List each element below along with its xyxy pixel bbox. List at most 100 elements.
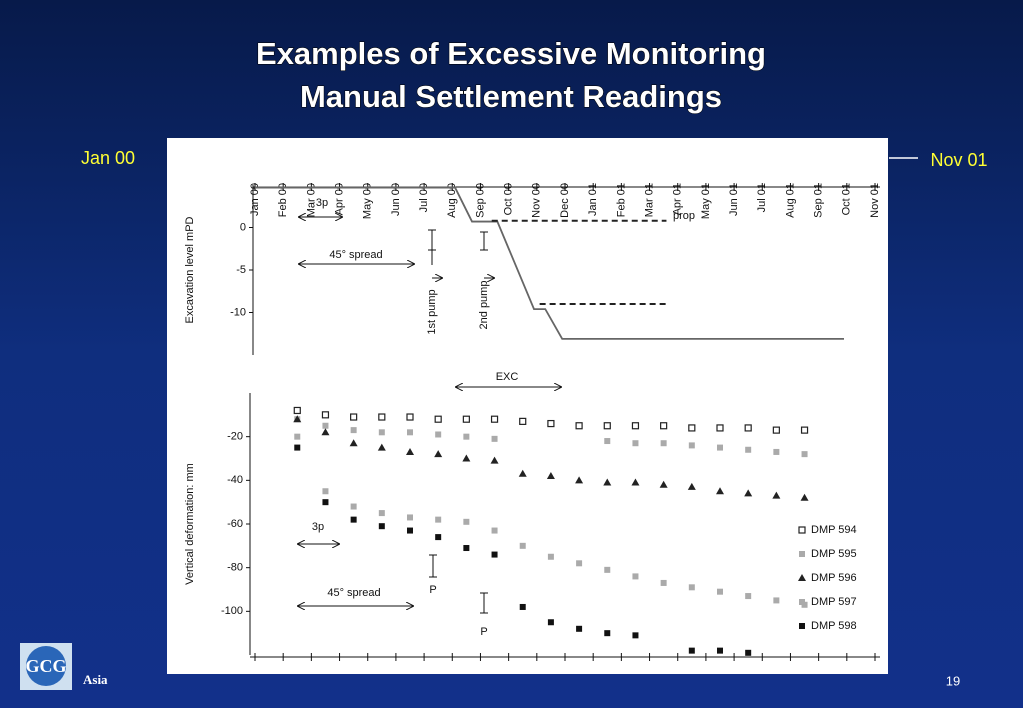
point	[350, 413, 358, 421]
series-line	[255, 186, 844, 340]
point	[350, 427, 357, 434]
legend-marker	[798, 526, 806, 534]
x-tick-label: May 01	[700, 183, 712, 219]
legend-label: DMP 594	[811, 524, 857, 536]
annotation: P	[429, 584, 436, 596]
y-tick-label: -60	[227, 518, 243, 530]
point	[717, 444, 723, 451]
point	[435, 534, 442, 541]
x-tick-label: Jul 00	[418, 183, 430, 212]
x-tick-label: Oct 01	[841, 183, 853, 215]
x-tick-label: Nov 01	[869, 183, 881, 218]
x-tick-label: Apr 01	[672, 183, 684, 215]
point	[575, 476, 584, 484]
y-tick-label: -40	[227, 474, 243, 486]
point	[491, 435, 498, 442]
point	[322, 488, 329, 495]
point	[631, 422, 640, 430]
logo-text: GCG	[25, 656, 66, 676]
point	[350, 503, 357, 510]
point	[659, 480, 668, 488]
point	[378, 523, 385, 530]
legend-label: DMP 597	[811, 596, 857, 608]
point	[406, 447, 414, 455]
point	[773, 597, 780, 604]
point	[434, 450, 443, 458]
point	[800, 493, 809, 501]
point	[632, 573, 639, 580]
x-tick-label: Jul 01	[756, 183, 768, 212]
point	[603, 478, 612, 486]
point	[660, 422, 668, 430]
y-tick-label: -10	[230, 306, 246, 318]
point	[772, 426, 780, 434]
point	[717, 588, 723, 595]
annotation: 45° spread	[327, 587, 380, 599]
point	[321, 428, 330, 436]
point	[800, 426, 809, 434]
point	[462, 415, 470, 423]
point	[491, 551, 498, 558]
point	[687, 482, 696, 490]
x-tick-label: Feb 00	[277, 183, 289, 217]
point	[604, 630, 611, 637]
x-tick-label: Apr 00	[333, 183, 345, 215]
x-tick-label: Aug 01	[784, 183, 796, 218]
point	[546, 471, 555, 479]
legend-label: DMP 596	[811, 572, 857, 584]
logo-globe	[26, 646, 66, 686]
point	[491, 527, 498, 534]
point	[744, 489, 753, 497]
point	[547, 419, 555, 428]
legend-marker	[799, 599, 805, 605]
point	[632, 632, 639, 639]
y-tick-label: -20	[227, 431, 243, 443]
legend-marker	[799, 551, 805, 557]
y-tick-label: -5	[236, 264, 246, 276]
y-tick-label: 0	[240, 221, 246, 233]
legend-marker	[799, 623, 805, 629]
point	[350, 516, 357, 523]
point	[435, 516, 442, 523]
point	[604, 438, 611, 445]
point	[519, 417, 527, 425]
point	[294, 433, 301, 440]
point	[519, 542, 526, 549]
point	[407, 514, 413, 521]
point	[717, 647, 723, 654]
annotation-arrows	[298, 217, 561, 614]
point	[547, 619, 554, 626]
point	[322, 422, 329, 429]
y-tick-label: -80	[227, 562, 243, 574]
x-tick-label: Sep 00	[474, 183, 486, 218]
point	[716, 424, 724, 432]
x-tick-label: Oct 00	[503, 183, 515, 215]
x-tick-label: Mar 01	[643, 183, 655, 217]
point	[773, 448, 780, 455]
point	[435, 431, 442, 438]
point	[434, 415, 442, 423]
point	[463, 545, 470, 552]
point	[745, 446, 752, 453]
point	[632, 440, 639, 447]
point	[772, 491, 781, 499]
region: Asia	[83, 672, 108, 687]
point	[349, 439, 358, 447]
x-tick-label: Aug 00	[446, 183, 458, 218]
point	[801, 451, 808, 458]
annotation: 3p	[316, 197, 328, 209]
point	[322, 499, 329, 506]
point	[688, 647, 695, 654]
annotation: 45° spread	[329, 249, 382, 261]
annotation: 3p	[312, 521, 324, 533]
x-tick-label: Jun 00	[390, 183, 402, 216]
title-line: Examples of Excessive Monitoring	[256, 36, 766, 71]
point	[377, 443, 386, 451]
x-tick-label: Dec 00	[559, 183, 571, 218]
point	[576, 560, 583, 567]
point	[378, 413, 386, 421]
legend-label: DMP 595	[811, 548, 857, 560]
point	[321, 411, 330, 419]
point	[490, 456, 499, 464]
